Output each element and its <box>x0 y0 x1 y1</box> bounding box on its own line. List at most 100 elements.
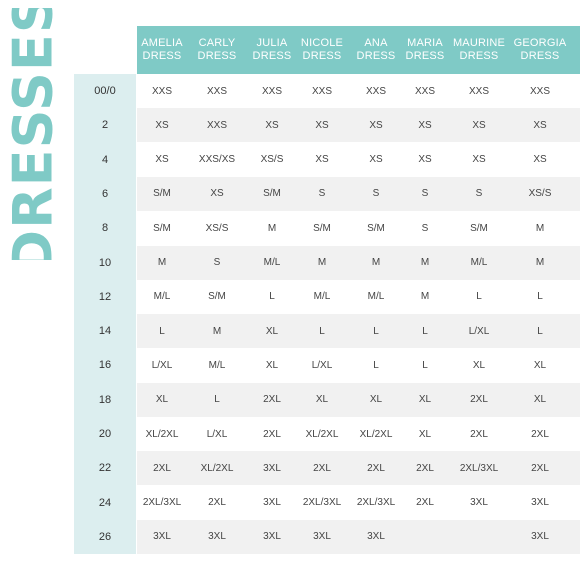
size-cell: M <box>317 257 327 268</box>
size-cell: M <box>535 257 545 268</box>
size-cell: 3XL <box>153 531 171 543</box>
size-cell: L <box>269 291 275 303</box>
size-label: 24 <box>98 496 112 509</box>
size-cell: XS <box>472 119 486 131</box>
column-header: CARLY DRESS <box>189 26 245 74</box>
size-cell: XS <box>418 154 432 166</box>
size-cell: XL/2XL <box>200 462 234 474</box>
size-label: 6 <box>101 187 109 200</box>
column-header-name: AMELIA <box>141 37 183 49</box>
size-cell: 2XL <box>470 394 488 406</box>
size-column <box>74 74 136 554</box>
size-cell: L <box>214 394 220 406</box>
size-label: 16 <box>98 359 112 372</box>
table-header: AMELIA DRESS CARLY DRESS JULIA DRESS NICOLE DRE… <box>137 26 580 74</box>
size-cell: 2XL <box>531 462 549 474</box>
size-cell: S/M <box>263 188 281 200</box>
size-cell: 3XL <box>263 497 281 509</box>
size-cell: L <box>373 359 379 371</box>
size-cell: S/M <box>153 222 171 234</box>
column-header-type: DRESS <box>302 50 342 62</box>
size-label: 2 <box>101 119 109 132</box>
size-cell: XS <box>315 154 329 166</box>
size-cell: 3XL <box>470 497 488 509</box>
size-cell: 2XL <box>263 428 281 440</box>
column-header-type: DRESS <box>252 50 292 62</box>
size-label: 4 <box>101 153 109 166</box>
size-cell: XS <box>369 154 383 166</box>
size-cell: L <box>537 291 543 303</box>
size-cell: S <box>475 188 483 200</box>
size-cell: 2XL/3XL <box>356 497 396 509</box>
size-cell: 3XL <box>531 531 549 543</box>
size-cell: 2XL <box>531 428 549 440</box>
size-cell: S/M <box>208 291 226 303</box>
size-cell: 2XL <box>313 462 331 474</box>
size-cell: 3XL <box>263 462 281 474</box>
size-label: 18 <box>98 393 112 406</box>
size-cell: S/M <box>153 188 171 200</box>
column-header-name: ANA <box>364 37 388 49</box>
size-cell: XXS <box>151 85 172 97</box>
size-cell: L/XL <box>311 359 333 371</box>
column-header-name: MAURINE <box>452 37 506 49</box>
size-cell: XL <box>265 359 279 371</box>
row-shading <box>137 245 580 280</box>
size-cell: XS <box>210 188 224 200</box>
row-shading <box>137 382 580 417</box>
size-cell: 2XL <box>153 462 171 474</box>
size-cell: XS <box>315 119 329 131</box>
size-cell: 3XL <box>208 531 226 543</box>
size-cell: L/XL <box>206 428 228 440</box>
column-header: GEORGIA DRESS <box>512 26 568 74</box>
size-cell: XXS <box>206 85 227 97</box>
size-cell: XXS <box>261 85 282 97</box>
size-cell: L <box>319 325 325 337</box>
column-header-type: DRESS <box>356 50 396 62</box>
size-cell: XXS <box>311 85 332 97</box>
column-header: AMELIA DRESS <box>134 26 190 74</box>
size-cell: XXS <box>206 119 227 131</box>
size-cell: XS <box>155 119 169 131</box>
row-shading <box>137 176 580 211</box>
column-header-type: DRESS <box>142 50 182 62</box>
size-cell: S <box>372 188 380 200</box>
size-cell: XXS <box>529 85 550 97</box>
row-shading <box>137 108 580 143</box>
size-cell: XL <box>418 428 432 440</box>
size-cell: L <box>373 325 379 337</box>
size-cell: M <box>371 257 381 268</box>
size-cell: XL <box>369 394 383 406</box>
size-cell: XL/2XL <box>359 428 393 440</box>
size-cell: M/L <box>367 291 385 303</box>
size-cell: S/M <box>367 222 385 234</box>
size-label: 14 <box>98 325 112 338</box>
size-cell: 3XL <box>313 531 331 543</box>
size-cell: M <box>420 291 430 303</box>
size-cell: 2XL <box>367 462 385 474</box>
size-cell: L <box>476 291 482 303</box>
size-cell: XS/S <box>260 154 284 166</box>
size-cell: M/L <box>313 291 331 303</box>
size-cell: L <box>422 325 428 337</box>
size-cell: XL <box>265 325 279 337</box>
size-cell <box>449 520 509 554</box>
column-header-type: DRESS <box>520 50 560 62</box>
row-shading <box>137 314 580 349</box>
size-cell: 2XL <box>470 428 488 440</box>
size-cell <box>395 520 455 554</box>
size-cell: 2XL/3XL <box>459 462 499 474</box>
size-cell: 3XL <box>367 531 385 543</box>
size-cell: XS/S <box>528 188 552 200</box>
size-cell: XL <box>155 394 169 406</box>
size-cell: XL <box>533 394 547 406</box>
size-cell: L/XL <box>151 359 173 371</box>
chart-title: DRESSES <box>8 8 60 260</box>
size-cell: XS <box>533 154 547 166</box>
size-cell: XS <box>472 154 486 166</box>
size-cell: XXS <box>468 85 489 97</box>
size-cell: 2XL/3XL <box>302 497 342 509</box>
column-header: JULIA DRESS <box>244 26 300 74</box>
column-header: ANA DRESS <box>348 26 404 74</box>
size-cell: S/M <box>470 222 488 234</box>
